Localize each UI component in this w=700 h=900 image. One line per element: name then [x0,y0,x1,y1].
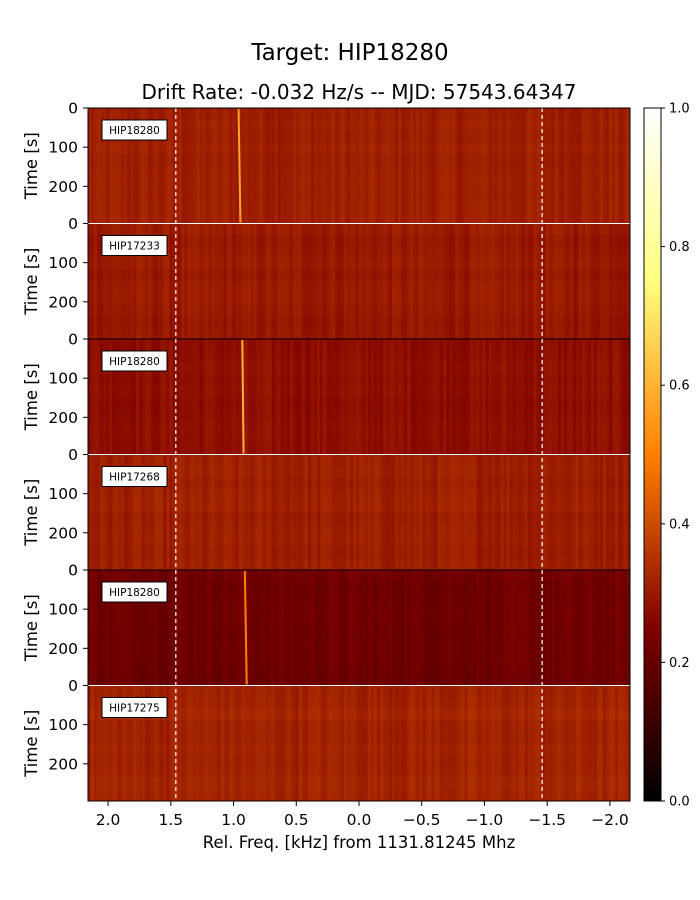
x-tick-label: −1.0 [466,811,504,829]
y-axis-label: Time [s] [22,594,41,662]
panel-noise [88,108,631,224]
y-tick-label: 200 [48,178,78,196]
y-axis-label: Time [s] [22,248,41,316]
panel-label-text: HIP17233 [109,241,160,253]
panel-1: HIP18280 [88,107,631,224]
panel-noise [88,339,631,455]
y-tick-label: 200 [48,524,78,542]
panel-noise [88,570,631,686]
panel-5: HIP18280 [88,569,631,686]
panel-label-box [101,235,168,256]
colorbar-gradient [643,107,662,802]
panel-noise [88,685,631,801]
x-tick-label: 1.0 [221,811,246,829]
x-tick-label: −2.0 [591,811,629,829]
panel-label-text: HIP17268 [109,472,160,484]
y-tick-label: 200 [48,293,78,311]
y-tick-label: 100 [48,485,78,503]
panel-label: HIP17268 [101,466,168,487]
x-tick-label: −0.5 [403,811,441,829]
y-axis-label: Time [s] [22,132,41,200]
x-tick-label: 0.0 [347,811,372,829]
colorbar-tick-label: 0.4 [669,517,690,532]
panels-layer: HIP18280 HIP17233 HIP18280 HIP17268 HIP18280… [88,107,631,801]
y-tick-label: 200 [48,755,78,773]
panel-label-box [101,697,168,718]
colorbar-tick-label: 1.0 [669,102,690,117]
drift-signal-line [243,570,248,685]
panel-6: HIP17275 [88,685,631,801]
chart-subtitle: Drift Rate: -0.032 Hz/s -- MJD: 57543.64… [141,80,577,104]
axes-layer: 0 100 200 Time [s] 0 100 200 Time [s] 0 100 200 Tim… [22,100,631,852]
y-tick-label: 0 [68,562,78,580]
panel-label-box [101,119,168,141]
y-tick-label: 100 [48,716,78,734]
x-tick-label: 2.0 [96,811,121,829]
panel-3: HIP18280 [88,338,631,455]
panel-label-box [101,466,168,487]
y-tick-label: 0 [68,100,78,118]
y-tick-label: 200 [48,640,78,658]
panel-label-text: HIP18280 [109,356,160,368]
panel-label-text: HIP18280 [109,587,160,599]
drift-signal-line [241,339,245,454]
panel-label-text: HIP17275 [109,703,160,715]
panel-label: HIP17275 [101,697,168,718]
panel-label: HIP18280 [101,119,168,141]
panel-2: HIP17233 [88,223,631,339]
y-tick-label: 100 [48,370,78,388]
panel-label: HIP18280 [101,350,168,372]
y-tick-label: 0 [68,446,78,464]
x-axis-label: Rel. Freq. [kHz] from 1131.81245 Mhz [203,833,516,852]
chart-title: Target: HIP18280 [251,40,449,66]
y-tick-label: 200 [48,409,78,427]
y-tick-label: 0 [68,677,78,695]
x-tick-label: −1.5 [528,811,566,829]
colorbar-tick-label: 0.0 [669,795,690,810]
y-tick-label: 0 [68,331,78,349]
colorbar: 0.0 0.2 0.4 0.6 0.8 1.0 [643,102,690,810]
y-tick-label: 100 [48,139,78,157]
panel-label-text: HIP18280 [109,125,160,137]
panel-label-box [101,581,168,603]
y-axis-label: Time [s] [22,479,41,547]
y-axis-label: Time [s] [22,710,41,778]
drift-signal-line [237,108,242,223]
x-tick-label: 1.5 [158,811,183,829]
y-tick-label: 100 [48,601,78,619]
panel-4: HIP17268 [88,454,631,570]
panel-noise [88,454,631,570]
panel-label: HIP18280 [101,581,168,603]
panel-label: HIP17233 [101,235,168,256]
dashed-lines [175,108,543,801]
y-tick-label: 100 [48,254,78,272]
colorbar-tick-label: 0.8 [669,240,690,255]
colorbar-tick-label: 0.2 [669,656,690,671]
y-axis-label: Time [s] [22,363,41,431]
x-tick-label: 0.5 [284,811,309,829]
colorbar-tick-label: 0.6 [669,379,690,394]
y-tick-label: 0 [68,215,78,233]
panel-noise [88,223,631,339]
panel-label-box [101,350,168,372]
